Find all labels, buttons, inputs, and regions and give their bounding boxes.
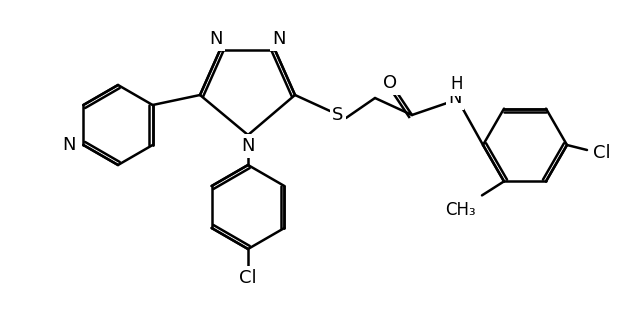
Text: Cl: Cl [239, 269, 257, 287]
Text: N: N [241, 137, 255, 155]
Text: N: N [272, 30, 285, 48]
Text: Cl: Cl [593, 144, 611, 162]
Text: H: H [451, 75, 463, 93]
Text: N: N [448, 89, 461, 107]
Text: S: S [332, 106, 344, 124]
Text: N: N [62, 136, 76, 154]
Text: O: O [383, 74, 397, 92]
Text: N: N [209, 30, 223, 48]
Text: CH₃: CH₃ [445, 201, 476, 219]
